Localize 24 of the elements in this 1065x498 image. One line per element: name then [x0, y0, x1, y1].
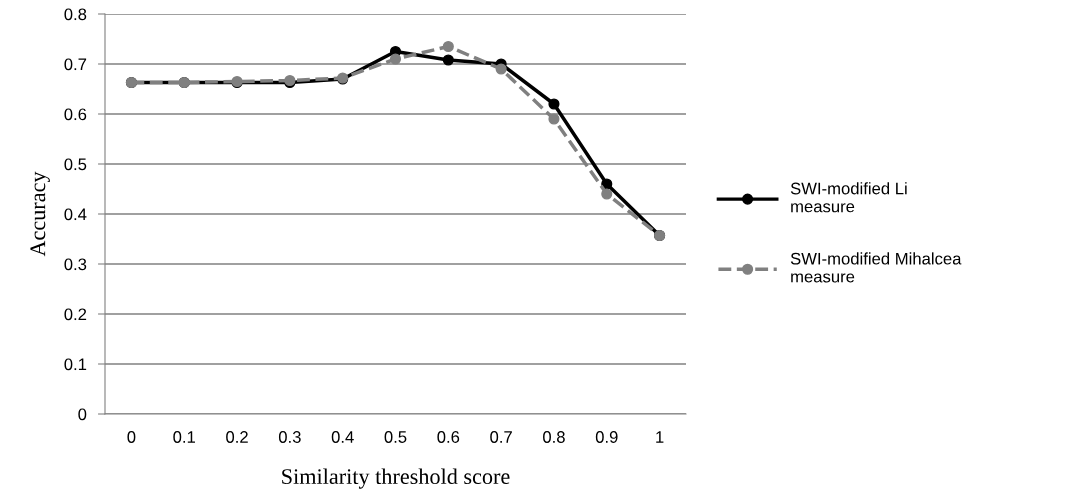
y-tick-label: 0.7 — [64, 58, 87, 71]
legend-label: SWI-modified Mihalcea measure — [790, 252, 962, 283]
x-tick-label: 0.8 — [543, 431, 565, 443]
y-tick-label: 0.5 — [64, 158, 87, 171]
x-axis-title: Similarity threshold score — [282, 468, 510, 489]
x-tick-label: 0.2 — [226, 431, 248, 443]
x-tick-label: 0.1 — [173, 431, 195, 443]
legend-label: SWI-modified Li measure — [790, 182, 907, 213]
y-tick-label: 0.1 — [64, 358, 87, 371]
y-tick-label: 0.4 — [64, 208, 87, 221]
y-axis-title: Accuracy — [30, 171, 50, 257]
y-tick-label: 0.3 — [64, 258, 87, 271]
y-tick-label: 0 — [78, 408, 87, 421]
x-tick-label: 1 — [656, 431, 664, 443]
x-tick-label: 0 — [127, 431, 136, 443]
x-tick-label: 0.9 — [595, 431, 618, 443]
x-tick-label: 0.6 — [437, 431, 460, 443]
x-tick-label: 0.4 — [331, 431, 354, 443]
y-tick-label: 0.6 — [64, 108, 87, 121]
x-tick-label: 0.7 — [490, 431, 512, 443]
x-tick-label: 0.3 — [278, 431, 301, 443]
y-tick-label: 0.8 — [64, 8, 87, 21]
x-tick-label: 0.5 — [384, 431, 407, 443]
y-tick-label: 0.2 — [64, 308, 87, 321]
